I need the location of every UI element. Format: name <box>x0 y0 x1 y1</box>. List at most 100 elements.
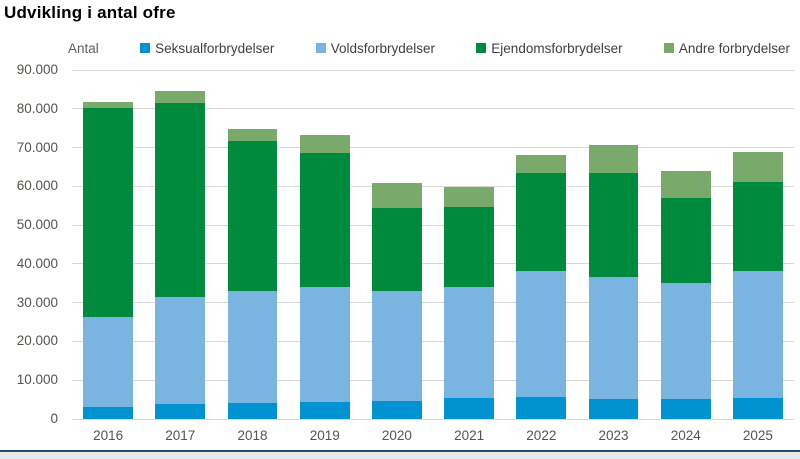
bar-slot-2021 <box>433 70 505 419</box>
bar-2025[interactable] <box>733 70 783 419</box>
bar-segment-andre-forbrydelser-2020[interactable] <box>372 183 422 208</box>
bar-slot-2016 <box>72 70 144 419</box>
bar-segment-seksualforbrydelser-2023[interactable] <box>588 398 639 419</box>
bar-segment-voldsforbrydelser-2020[interactable] <box>372 291 422 402</box>
x-axis: 2016 2017 2018 2019 2020 2021 2022 2023 2024 2025 <box>72 428 794 446</box>
legend-swatch-icon <box>315 43 326 53</box>
gridline <box>72 263 794 265</box>
legend-swatch-icon <box>663 43 674 53</box>
bar-segment-andre-forbrydelser-2025[interactable] <box>733 152 783 183</box>
bar-2023[interactable] <box>588 70 639 419</box>
bar-segment-andre-forbrydelser-2024[interactable] <box>660 171 711 198</box>
bar-segment-andre-forbrydelser-2019[interactable] <box>299 134 350 153</box>
bars-row <box>72 70 794 419</box>
bar-segment-ejendomsforbrydelser-2022[interactable] <box>516 172 567 271</box>
x-tick-label-2020: 2020 <box>381 428 412 443</box>
x-tick-label-2019: 2019 <box>309 428 340 443</box>
footer-strip <box>0 452 800 459</box>
bar-segment-voldsforbrydelser-2023[interactable] <box>588 277 639 399</box>
bar-segment-andre-forbrydelser-2023[interactable] <box>588 144 639 174</box>
bar-segment-voldsforbrydelser-2016[interactable] <box>83 316 133 408</box>
y-tick-label: 30.000 <box>16 294 58 310</box>
bar-segment-seksualforbrydelser-2018[interactable] <box>227 403 278 419</box>
bar-segment-ejendomsforbrydelser-2017[interactable] <box>155 103 206 298</box>
bar-segment-ejendomsforbrydelser-2025[interactable] <box>733 182 783 271</box>
bar-segment-andre-forbrydelser-2021[interactable] <box>444 186 495 207</box>
legend-swatch-icon <box>476 43 487 53</box>
legend: Antal Seksualforbrydelser Voldsforbrydels… <box>68 38 790 58</box>
page-title: Udvikling i antal ofre <box>4 3 176 22</box>
bar-segment-voldsforbrydelser-2018[interactable] <box>227 290 278 404</box>
footer-divider-line <box>0 450 800 452</box>
x-tick-label-2016: 2016 <box>93 428 124 443</box>
gridline <box>72 224 794 226</box>
legend-item-label: Voldsforbrydelser <box>330 40 435 56</box>
bar-segment-seksualforbrydelser-2022[interactable] <box>516 396 567 419</box>
bar-2024[interactable] <box>660 70 711 419</box>
bar-slot-2025 <box>722 70 794 419</box>
bar-segment-andre-forbrydelser-2022[interactable] <box>516 154 567 173</box>
x-tick-label-2025: 2025 <box>742 428 773 443</box>
bar-segment-ejendomsforbrydelser-2016[interactable] <box>83 107 133 317</box>
bar-segment-ejendomsforbrydelser-2018[interactable] <box>227 140 278 291</box>
bar-segment-ejendomsforbrydelser-2020[interactable] <box>372 207 422 292</box>
gridline <box>72 69 794 71</box>
bar-segment-ejendomsforbrydelser-2024[interactable] <box>660 198 711 284</box>
bar-segment-voldsforbrydelser-2024[interactable] <box>660 283 711 400</box>
bar-2022[interactable] <box>516 70 567 419</box>
bar-segment-ejendomsforbrydelser-2021[interactable] <box>444 206 495 287</box>
legend-item-label: Ejendomsforbrydelser <box>491 40 623 56</box>
y-tick-label: 40.000 <box>16 255 58 271</box>
bar-segment-seksualforbrydelser-2017[interactable] <box>155 404 206 419</box>
legend-item-voldsforbrydelser[interactable]: Voldsforbrydelser <box>315 40 435 56</box>
gridline <box>72 418 794 420</box>
bar-2018[interactable] <box>227 70 278 419</box>
bar-slot-2019 <box>289 70 361 419</box>
y-tick-label: 20.000 <box>16 333 58 349</box>
legend-item-ejendomsforbrydelser[interactable]: Ejendomsforbrydelser <box>476 40 623 56</box>
y-tick-label: 60.000 <box>16 178 58 194</box>
bar-segment-seksualforbrydelser-2020[interactable] <box>372 401 422 419</box>
gridline <box>72 340 794 342</box>
y-tick-label: 90.000 <box>16 62 58 77</box>
bar-2019[interactable] <box>299 70 350 419</box>
bar-segment-voldsforbrydelser-2019[interactable] <box>299 287 350 402</box>
bar-segment-andre-forbrydelser-2017[interactable] <box>155 90 206 104</box>
bar-segment-voldsforbrydelser-2025[interactable] <box>733 270 783 398</box>
y-tick-label: 80.000 <box>16 100 58 116</box>
legend-item-andre-forbrydelser[interactable]: Andre forbrydelser <box>663 41 790 56</box>
gridline <box>72 185 794 187</box>
bar-2021[interactable] <box>444 70 495 419</box>
y-tick-label: 50.000 <box>16 217 58 233</box>
bar-segment-andre-forbrydelser-2018[interactable] <box>227 129 278 141</box>
bar-2017[interactable] <box>155 70 206 419</box>
bar-segment-seksualforbrydelser-2019[interactable] <box>299 401 350 419</box>
bar-2016[interactable] <box>83 70 133 419</box>
bar-segment-seksualforbrydelser-2025[interactable] <box>733 397 783 419</box>
bar-segment-ejendomsforbrydelser-2023[interactable] <box>588 173 639 278</box>
legend-swatch-icon <box>140 43 151 53</box>
y-tick-label: 10.000 <box>16 372 58 388</box>
bar-slot-2023 <box>577 70 649 419</box>
bar-segment-seksualforbrydelser-2016[interactable] <box>83 407 133 419</box>
bar-2020[interactable] <box>372 70 422 419</box>
legend-item-seksualforbrydelser[interactable]: Seksualforbrydelser <box>140 41 274 56</box>
bar-segment-seksualforbrydelser-2024[interactable] <box>660 399 711 419</box>
gridline <box>72 108 794 110</box>
plot-area <box>72 69 794 420</box>
x-tick-label-2021: 2021 <box>454 428 485 443</box>
bar-segment-andre-forbrydelser-2016[interactable] <box>83 101 133 108</box>
bar-segment-voldsforbrydelser-2017[interactable] <box>155 297 206 405</box>
bar-segment-ejendomsforbrydelser-2019[interactable] <box>299 152 350 288</box>
gridline <box>72 147 794 149</box>
x-tick-label-2017: 2017 <box>165 428 196 443</box>
bar-segment-seksualforbrydelser-2021[interactable] <box>444 397 495 419</box>
bar-slot-2022 <box>505 70 577 419</box>
y-tick-label: 0 <box>50 411 58 426</box>
y-axis-unit-label: Antal <box>68 40 99 56</box>
legend-item-label: Seksualforbrydelser <box>155 40 275 56</box>
bar-segment-voldsforbrydelser-2022[interactable] <box>516 270 567 397</box>
bar-segment-voldsforbrydelser-2021[interactable] <box>444 286 495 398</box>
x-tick-label-2024: 2024 <box>670 428 701 443</box>
